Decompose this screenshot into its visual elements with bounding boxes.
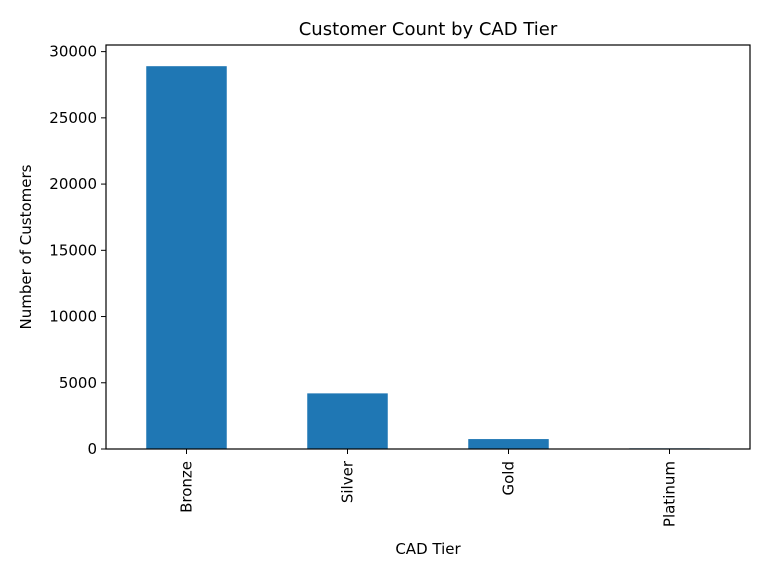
bar-bronze [146,66,227,449]
y-tick-label: 25000 [49,109,97,127]
chart-title: Customer Count by CAD Tier [299,19,558,40]
x-axis-label: CAD Tier [395,540,461,558]
bar-gold [468,439,549,449]
y-tick-label: 10000 [49,308,97,326]
bar-silver [307,393,388,449]
y-tick-label: 30000 [49,43,97,61]
y-tick-label: 5000 [59,374,97,392]
y-tick-label: 20000 [49,175,97,193]
y-tick-label: 0 [87,440,97,458]
x-tick-label-gold: Gold [500,461,518,496]
x-tick-label-platinum: Platinum [661,461,679,527]
x-tick-label-bronze: Bronze [178,461,196,513]
plot-frame [105,44,751,450]
y-axis: 0 5000 10000 15000 20000 25000 30000 [49,43,106,458]
y-axis-label: Number of Customers [17,164,35,329]
x-tick-label-silver: Silver [339,460,357,503]
y-tick-label: 15000 [49,241,97,259]
x-axis: Bronze Silver Gold Platinum [178,449,679,527]
bars-layer [146,66,710,449]
